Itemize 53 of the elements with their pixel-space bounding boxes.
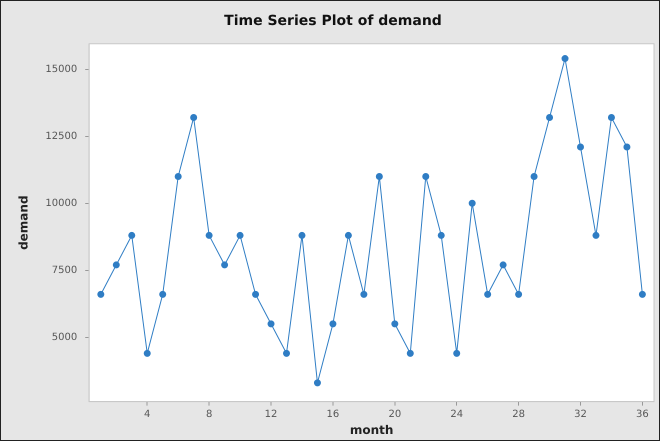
chart-title: Time Series Plot of demand <box>224 13 442 30</box>
point <box>314 379 321 386</box>
y-tick-label: 12500 <box>45 130 78 142</box>
x-tick-label: 36 <box>636 409 649 420</box>
point <box>623 143 630 150</box>
point <box>484 290 492 298</box>
y-tick-label: 15000 <box>45 64 78 75</box>
x-tick-label: 28 <box>512 409 525 420</box>
x-tick-label: 24 <box>450 409 464 420</box>
point <box>438 232 445 239</box>
point <box>283 350 290 357</box>
y-tick-label: 5000 <box>52 332 78 343</box>
point <box>453 350 460 357</box>
point <box>360 290 368 298</box>
point <box>546 114 554 122</box>
point <box>515 290 522 298</box>
point <box>468 200 476 207</box>
point <box>329 320 336 328</box>
x-tick-label: 20 <box>388 409 402 420</box>
point <box>344 232 352 239</box>
point <box>128 232 136 239</box>
point <box>500 261 507 268</box>
point <box>97 290 104 298</box>
point <box>144 350 151 357</box>
y-axis-title: demand <box>16 195 30 250</box>
point <box>608 114 615 122</box>
y-tick-label: 10000 <box>45 198 78 209</box>
x-tick-label: 32 <box>574 409 587 420</box>
point <box>221 261 228 268</box>
point <box>530 172 538 180</box>
point <box>159 290 166 298</box>
point <box>638 290 646 298</box>
point <box>298 232 306 239</box>
point <box>236 232 244 239</box>
y-tick-label: 7500 <box>52 264 78 276</box>
point <box>422 172 430 180</box>
x-tick-label: 4 <box>144 409 150 420</box>
point <box>190 114 198 122</box>
point <box>268 320 275 328</box>
point <box>376 172 383 180</box>
x-tick-label: 8 <box>206 409 212 420</box>
point <box>592 232 600 239</box>
point <box>406 350 414 357</box>
point <box>562 55 569 62</box>
point <box>112 261 120 268</box>
x-tick-label: 16 <box>326 409 340 420</box>
point <box>206 232 213 239</box>
x-axis-title: month <box>350 422 394 437</box>
point <box>174 172 182 180</box>
point <box>391 320 398 328</box>
point <box>252 290 260 298</box>
point <box>577 143 584 150</box>
x-tick-label: 12 <box>264 409 278 420</box>
